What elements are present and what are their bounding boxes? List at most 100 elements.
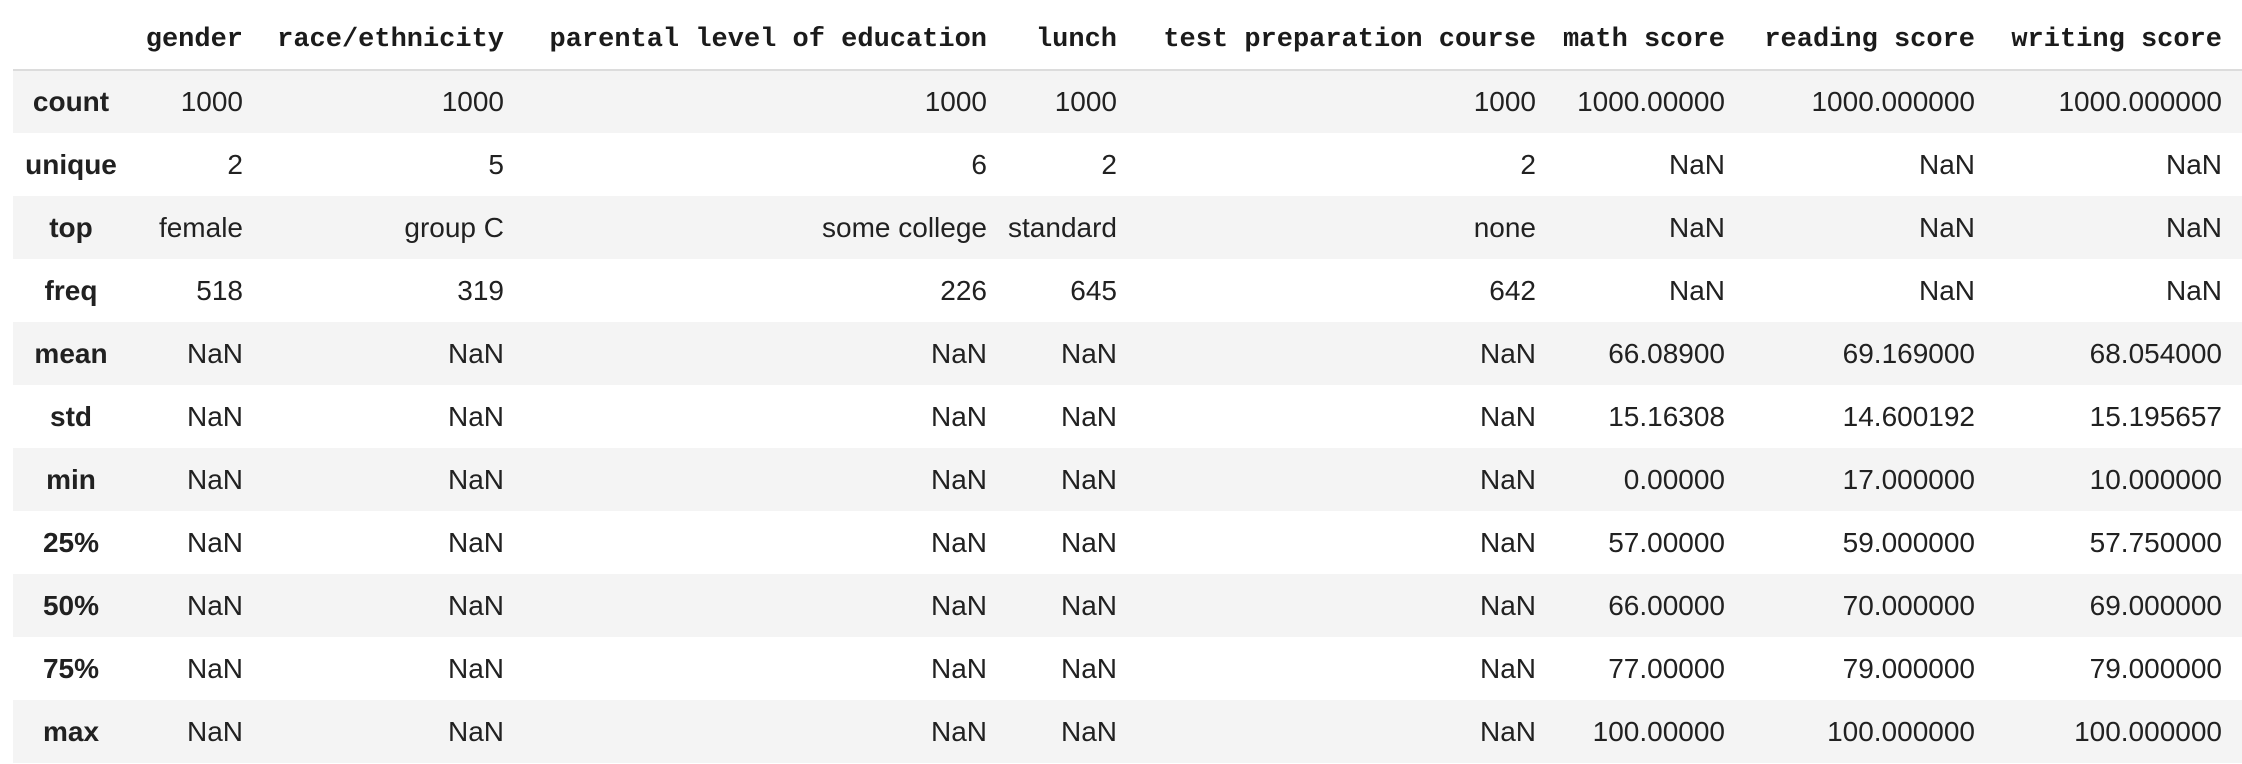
cell: 1000: [441, 86, 504, 117]
cell: 10.000000: [2089, 463, 2222, 495]
cell: NaN: [186, 652, 243, 684]
cell: 2: [1101, 148, 1117, 180]
cell: 1000: [1473, 86, 1536, 117]
cell: 77.00000: [1608, 652, 1725, 684]
cell: NaN: [930, 337, 987, 369]
cell: 1000: [1054, 86, 1117, 117]
cell: NaN: [1918, 211, 1975, 243]
cell: 100.00000: [1592, 715, 1725, 747]
cell: NaN: [1060, 526, 1117, 558]
cell: 1000.000000: [2058, 86, 2222, 117]
cell: NaN: [1668, 274, 1725, 306]
cell: NaN: [1479, 526, 1536, 558]
cell: 518: [196, 274, 243, 306]
row-header: 50%: [42, 589, 100, 621]
cell: NaN: [1060, 463, 1117, 495]
cell: group C: [404, 211, 504, 243]
cell: 15.195657: [2089, 400, 2222, 432]
table-row: freq 518 319 226 645 642 NaN NaN NaN: [13, 259, 2242, 322]
column-header: lunch: [1007, 0, 1137, 71]
cell: 0.00000: [1623, 463, 1725, 495]
row-header: mean: [34, 337, 108, 369]
cell: standard: [1008, 211, 1117, 243]
table-row: unique 2 5 6 2 2 NaN NaN NaN: [13, 133, 2242, 196]
column-header: gender: [129, 0, 263, 71]
row-header: std: [50, 400, 92, 432]
cell: 1000.00000: [1577, 86, 1725, 117]
cell: 5: [488, 148, 504, 180]
row-header: count: [32, 86, 110, 117]
cell: NaN: [447, 400, 504, 432]
cell: NaN: [1918, 148, 1975, 180]
cell: NaN: [1060, 589, 1117, 621]
table-head: gender race/ethnicity parental level of ed…: [13, 0, 2242, 71]
table-row: 50% NaN NaN NaN NaN NaN 66.00000 70.000000 69.00…: [13, 574, 2242, 637]
table-row: 75% NaN NaN NaN NaN NaN 77.00000 79.000000 79.00…: [13, 637, 2242, 700]
cell: NaN: [1918, 274, 1975, 306]
cell: 66.08900: [1608, 337, 1725, 369]
cell: 79.000000: [2089, 652, 2222, 684]
header-row: gender race/ethnicity parental level of ed…: [13, 0, 2242, 71]
cell: 2: [227, 148, 243, 180]
column-header: parental level of education: [524, 0, 1007, 71]
table-row: min NaN NaN NaN NaN NaN 0.00000 17.000000 10.000…: [13, 448, 2242, 511]
cell: 1000.000000: [1811, 86, 1975, 117]
cell: NaN: [447, 337, 504, 369]
cell: NaN: [447, 715, 504, 747]
column-header: test preparation course: [1137, 0, 1556, 71]
table-row: max NaN NaN NaN NaN NaN 100.00000 100.000000 100…: [13, 700, 2242, 763]
cell: 17.000000: [1842, 463, 1975, 495]
cell: NaN: [447, 526, 504, 558]
cell: NaN: [1060, 715, 1117, 747]
cell: NaN: [930, 652, 987, 684]
table-row: mean NaN NaN NaN NaN NaN 66.08900 69.169000 68.0…: [13, 322, 2242, 385]
cell: 68.054000: [2089, 337, 2222, 369]
cell: 14.600192: [1842, 400, 1975, 432]
cell: NaN: [186, 400, 243, 432]
table-body: count 1000 1000 1000 1000 1000 1000.00000 1000.…: [13, 70, 2242, 763]
cell: NaN: [1479, 463, 1536, 495]
cell: 69.169000: [1842, 337, 1975, 369]
column-header: math score: [1556, 0, 1745, 71]
row-header: 75%: [42, 652, 100, 684]
cell: 69.000000: [2089, 589, 2222, 621]
cell: NaN: [930, 400, 987, 432]
cell: NaN: [2165, 274, 2222, 306]
cell: NaN: [1668, 148, 1725, 180]
row-header: freq: [44, 274, 98, 306]
cell: NaN: [2165, 211, 2222, 243]
cell: NaN: [1479, 400, 1536, 432]
cell: NaN: [1479, 337, 1536, 369]
cell: 15.16308: [1608, 400, 1725, 432]
cell: 226: [940, 274, 987, 306]
row-header: top: [49, 211, 93, 243]
cell: NaN: [930, 526, 987, 558]
cell: 57.750000: [2089, 526, 2222, 558]
cell: 2: [1520, 148, 1536, 180]
cell: NaN: [447, 589, 504, 621]
cell: 57.00000: [1608, 526, 1725, 558]
row-header: unique: [25, 148, 117, 180]
cell: NaN: [1060, 400, 1117, 432]
cell: NaN: [186, 589, 243, 621]
cell: NaN: [186, 463, 243, 495]
dataframe-table: gender race/ethnicity parental level of ed…: [13, 0, 2242, 763]
cell: NaN: [447, 463, 504, 495]
row-header: 25%: [42, 526, 100, 558]
cell: 319: [457, 274, 504, 306]
table-row: std NaN NaN NaN NaN NaN 15.16308 14.600192 15.19…: [13, 385, 2242, 448]
column-header: race/ethnicity: [263, 0, 524, 71]
column-header: reading score: [1745, 0, 1995, 71]
table-row: 25% NaN NaN NaN NaN NaN 57.00000 59.000000 57.75…: [13, 511, 2242, 574]
cell: 100.000000: [2074, 715, 2222, 747]
cell: NaN: [1668, 211, 1725, 243]
index-header-spacer: [13, 0, 129, 71]
cell: 642: [1489, 274, 1536, 306]
cell: NaN: [1060, 652, 1117, 684]
cell: NaN: [2165, 148, 2222, 180]
cell: NaN: [1479, 589, 1536, 621]
cell: NaN: [930, 589, 987, 621]
cell: NaN: [186, 526, 243, 558]
cell: 1000: [180, 86, 243, 117]
